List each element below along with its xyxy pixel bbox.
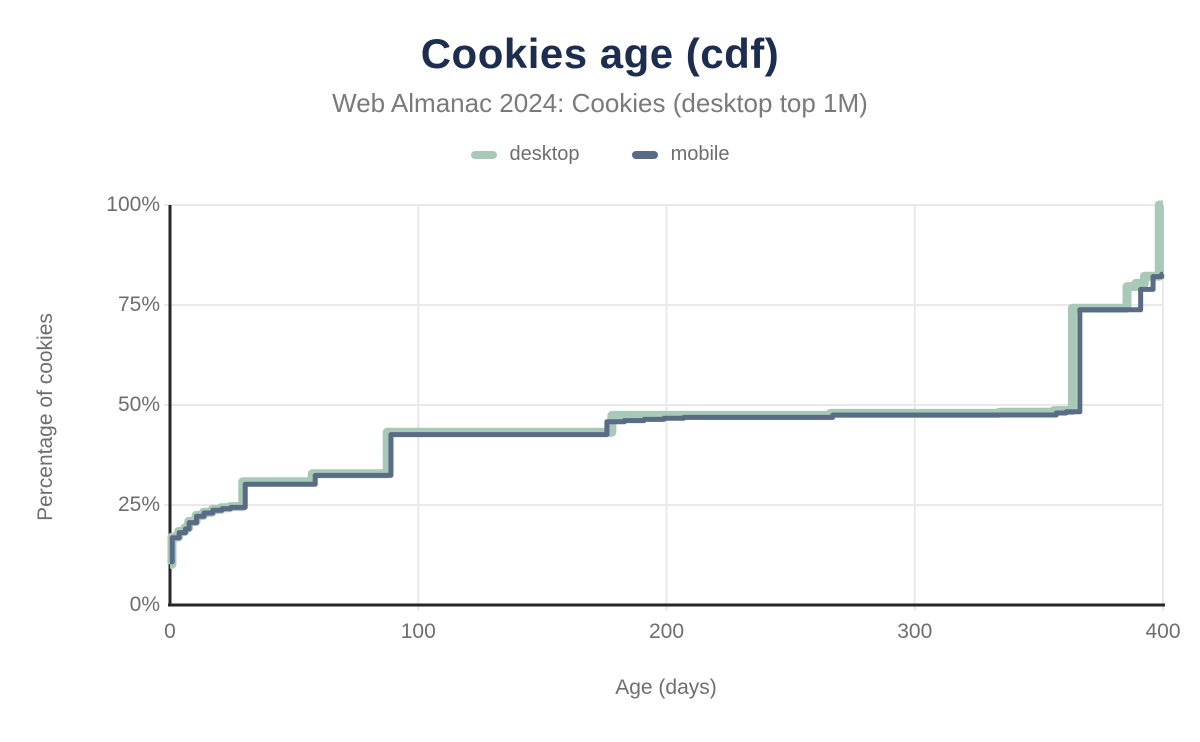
y-tick-label: 50% xyxy=(117,393,160,416)
legend-label-mobile: mobile xyxy=(670,143,730,165)
y-tick-label: 75% xyxy=(117,293,160,316)
y-tick-label: 0% xyxy=(129,593,160,616)
chart-subtitle: Web Almanac 2024: Cookies (desktop top 1… xyxy=(332,88,868,118)
x-tick-label: 0 xyxy=(164,620,176,643)
x-tick-label: 400 xyxy=(1145,620,1181,643)
x-tick-label: 200 xyxy=(648,620,685,643)
chart-title: Cookies age (cdf) xyxy=(420,30,780,77)
mobile-series-line xyxy=(169,271,1165,565)
desktop-series-swatch-icon xyxy=(470,150,497,159)
mobile-series-swatch-icon xyxy=(631,150,658,159)
y-axis-title: Percentage of cookies xyxy=(34,313,57,521)
y-tick-label: 25% xyxy=(117,493,160,516)
y-tick-label: 100% xyxy=(106,193,160,216)
legend-item-desktop: desktop xyxy=(470,143,580,166)
legend-label-desktop: desktop xyxy=(509,143,580,165)
x-tick-label: 300 xyxy=(897,620,933,643)
legend-item-mobile: mobile xyxy=(631,143,730,166)
x-tick-label: 100 xyxy=(400,620,436,643)
legend: desktop mobile xyxy=(0,143,1200,166)
x-axis-title: Age (days) xyxy=(615,676,717,699)
